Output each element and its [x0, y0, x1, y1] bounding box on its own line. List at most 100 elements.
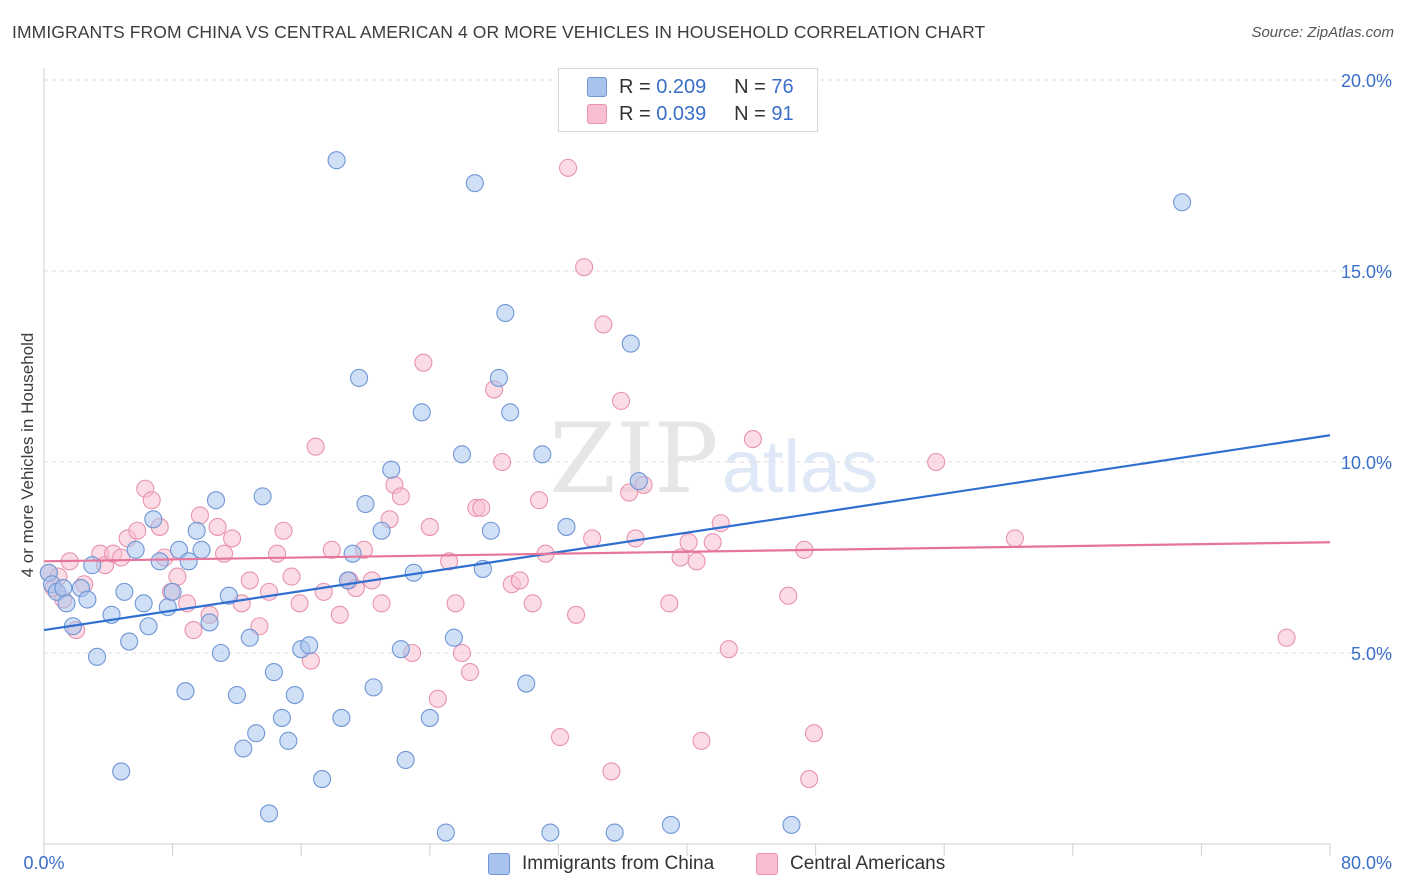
- central-american-point: [800, 770, 819, 789]
- central-american-point: [567, 605, 586, 624]
- china-point: [163, 582, 182, 601]
- china-point: [481, 521, 500, 540]
- central-american-point: [602, 762, 621, 781]
- china-point: [78, 590, 97, 609]
- central-american-point: [460, 663, 480, 682]
- central-american-point: [372, 594, 391, 613]
- central-american-point: [493, 452, 512, 472]
- central-american-point: [420, 517, 439, 536]
- central-american-point: [626, 529, 645, 548]
- watermark: ZIP atlas: [549, 403, 878, 515]
- legend-n-label: N =: [734, 102, 766, 125]
- central-american-point: [703, 533, 722, 552]
- central-american-point: [112, 548, 131, 567]
- y-tick-label: 5.0%: [1351, 644, 1392, 664]
- central-american-point: [128, 521, 147, 540]
- central-american-point: [184, 621, 203, 640]
- correlation-legend: R = 0.209 N = 76 R = 0.039 N = 91: [558, 68, 818, 132]
- bottom-legend-label-china: Immigrants from China: [522, 853, 715, 874]
- china-point: [57, 594, 76, 613]
- china-point: [533, 445, 552, 464]
- central-american-point: [583, 529, 602, 548]
- china-point: [279, 731, 298, 750]
- china-point: [179, 552, 198, 571]
- china-point: [391, 640, 410, 659]
- china-point: [112, 762, 131, 781]
- china-point: [144, 510, 163, 529]
- central-american-point: [142, 491, 161, 510]
- y-axis-label: 4 or more Vehicles in Household: [18, 332, 37, 578]
- china-point: [150, 552, 169, 571]
- x-tick-label-min: 0.0%: [23, 853, 64, 873]
- central-american-point: [804, 724, 824, 743]
- central-american-point: [330, 605, 349, 624]
- central-american-point: [523, 594, 542, 613]
- china-point: [501, 403, 520, 422]
- x-tick-label-max: 80.0%: [1341, 853, 1392, 873]
- central-american-point: [575, 258, 594, 277]
- china-point: [259, 804, 279, 823]
- central-american-point: [168, 567, 187, 586]
- central-american-point: [558, 158, 578, 177]
- china-point: [364, 678, 383, 697]
- central-american-point: [719, 640, 738, 659]
- china-point: [219, 586, 238, 605]
- central-american-point: [391, 487, 410, 506]
- china-point: [332, 708, 351, 727]
- bottom-legend-label-central-americans: Central Americans: [790, 853, 946, 874]
- legend-r-value-central-americans: 0.039: [656, 102, 707, 125]
- tick-labels: 5.0% 10.0% 15.0% 20.0% 0.0% 80.0%: [23, 71, 1392, 873]
- legend-swatch-china: [587, 77, 607, 97]
- central-american-point: [322, 540, 341, 559]
- central-american-point: [428, 689, 447, 708]
- china-point: [272, 708, 291, 727]
- bottom-legend-central-americans: Central Americans: [756, 852, 945, 876]
- china-point: [1173, 193, 1192, 212]
- china-point: [134, 594, 153, 613]
- legend-r-label: R =: [619, 102, 651, 125]
- china-point: [629, 472, 648, 491]
- bottom-legend-swatch-china: [488, 853, 510, 875]
- central-american-point: [612, 391, 631, 410]
- central-american-point: [268, 544, 287, 563]
- china-point: [227, 685, 246, 705]
- china-point: [465, 174, 484, 193]
- chart-title: IMMIGRANTS FROM CHINA VS CENTRAL AMERICA…: [12, 22, 986, 42]
- central-american-point: [274, 521, 293, 540]
- bottom-legend-swatch-central-americans: [756, 853, 778, 875]
- central-american-point: [927, 452, 946, 472]
- china-point: [234, 739, 253, 758]
- central-american-point: [1277, 628, 1296, 647]
- china-point: [782, 815, 801, 834]
- china-point: [54, 579, 73, 598]
- china-point: [605, 823, 624, 842]
- china-point: [661, 815, 680, 834]
- china-point: [452, 445, 472, 464]
- china-point: [412, 403, 431, 422]
- central-american-point: [290, 594, 309, 613]
- china-point: [176, 682, 195, 701]
- y-tick-label: 10.0%: [1341, 453, 1392, 473]
- china-point: [126, 540, 145, 559]
- central-american-point: [530, 491, 549, 510]
- china-point: [382, 460, 401, 479]
- central-american-point: [1005, 529, 1024, 548]
- china-point: [240, 628, 259, 647]
- bottom-legend-china: Immigrants from China: [488, 852, 714, 876]
- central-american-point: [208, 517, 227, 536]
- china-trend-line: [43, 434, 1331, 632]
- china-point: [343, 544, 362, 563]
- china-point: [356, 494, 375, 514]
- central-american-point: [240, 571, 259, 590]
- central-american-point: [660, 594, 679, 613]
- legend-swatch-central-americans: [587, 104, 607, 124]
- legend-n-value-china: 76: [771, 75, 794, 98]
- china-point: [396, 750, 415, 770]
- central-american-point: [223, 529, 242, 548]
- legend-r-value-china: 0.209: [656, 75, 707, 98]
- china-point: [115, 582, 134, 601]
- china-point: [496, 303, 515, 323]
- legend-row-china: R = 0.209 N = 76: [587, 75, 794, 99]
- trend-lines: [43, 434, 1331, 632]
